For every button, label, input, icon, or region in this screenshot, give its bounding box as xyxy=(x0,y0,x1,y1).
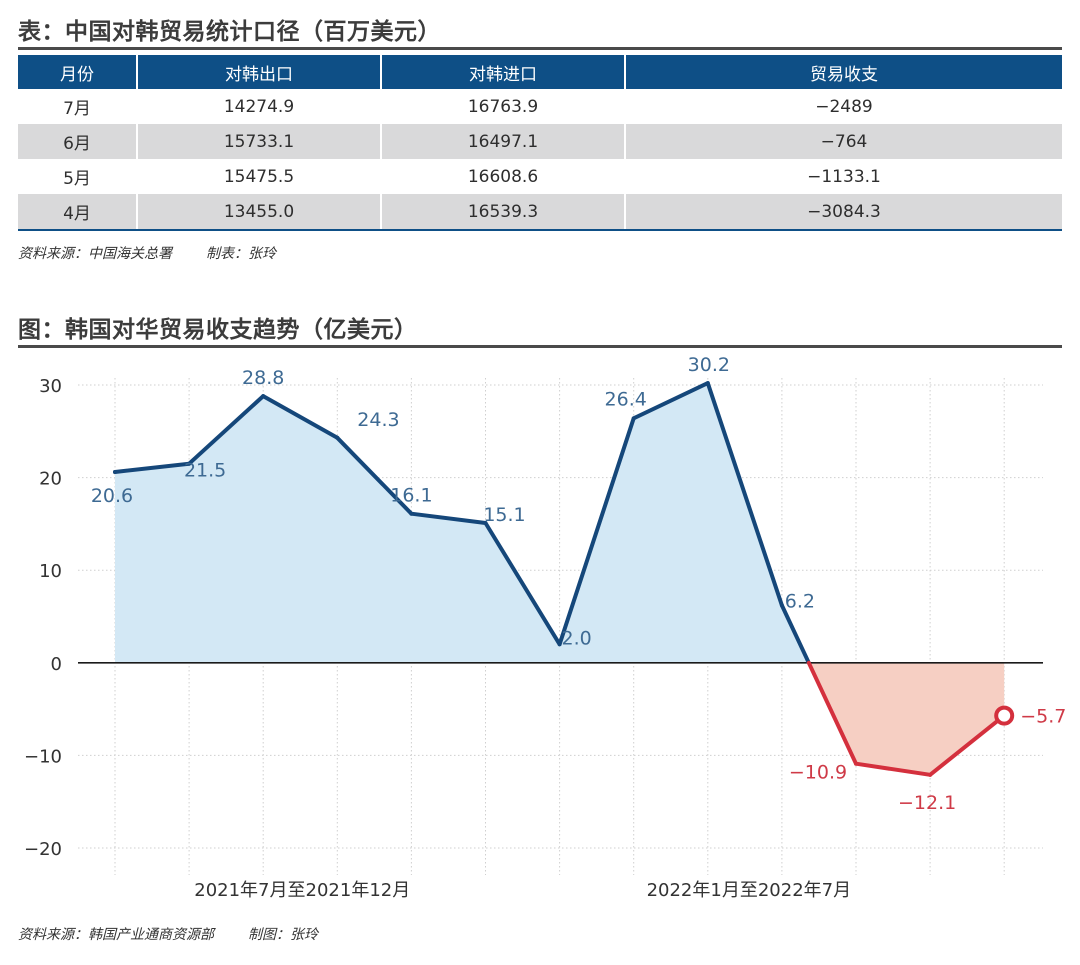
chart-source: 资料来源：韩国产业通商资源部 xyxy=(18,927,214,943)
data-label: 26.4 xyxy=(605,388,647,410)
data-point xyxy=(113,470,117,475)
cell-import: 16497.1 xyxy=(381,124,626,159)
data-point xyxy=(335,435,340,440)
table-row: 7月 14274.9 16763.9 −2489 xyxy=(18,89,1062,124)
cell-export: 15733.1 xyxy=(137,124,382,159)
data-point xyxy=(631,416,636,421)
data-point xyxy=(409,511,414,516)
data-point xyxy=(928,772,933,777)
deficit-line xyxy=(806,660,1007,777)
data-label: 16.1 xyxy=(390,485,432,507)
data-point xyxy=(557,642,562,647)
data-point xyxy=(779,603,784,608)
data-point xyxy=(483,520,488,525)
title-rule xyxy=(18,47,1062,50)
x-group-label: 2021年7月至2021年12月 xyxy=(194,880,410,901)
header-export: 对韩出口 xyxy=(137,55,382,89)
cell-balance: −1133.1 xyxy=(625,159,1062,194)
x-group-label: 2022年1月至2022年7月 xyxy=(647,880,852,901)
data-label: 20.6 xyxy=(91,485,133,507)
cell-import: 16608.6 xyxy=(381,159,626,194)
data-label: 15.1 xyxy=(483,504,525,526)
table-row: 6月 15733.1 16497.1 −764 xyxy=(18,124,1062,159)
table-source: 资料来源：中国海关总署 xyxy=(18,246,172,262)
end-point-marker xyxy=(994,705,1015,726)
y-tick-label: −20 xyxy=(24,839,62,860)
table-source-note: 资料来源：中国海关总署 制表：张玲 xyxy=(18,243,276,263)
cell-month: 5月 xyxy=(18,159,138,194)
header-import: 对韩进口 xyxy=(381,55,626,89)
y-tick-label: −10 xyxy=(24,746,62,767)
cell-balance: −2489 xyxy=(625,89,1062,124)
data-label: 28.8 xyxy=(242,367,284,389)
trade-balance-chart: 30 20 10 0 −10 −20 20.6 21.5 28.8 24.3 16.1 15.1 2.0… xyxy=(24,354,1066,901)
data-label: 30.2 xyxy=(688,354,730,376)
y-tick-label: 20 xyxy=(39,469,62,490)
y-tick-label: 0 xyxy=(51,654,62,675)
chart-maker: 制图：张玲 xyxy=(248,927,318,943)
surplus-area xyxy=(115,383,809,663)
cell-export: 13455.0 xyxy=(137,194,382,231)
table-title: 表：中国对韩贸易统计口径（百万美元） xyxy=(18,19,441,45)
table-maker: 制表：张玲 xyxy=(206,246,276,262)
data-label: −12.1 xyxy=(898,792,956,814)
cell-export: 15475.5 xyxy=(137,159,382,194)
data-label: 6.2 xyxy=(785,590,815,612)
cell-balance: −3084.3 xyxy=(625,194,1062,231)
y-tick-label: 10 xyxy=(39,561,62,582)
data-point xyxy=(261,394,266,399)
chart-title: 图：韩国对华贸易收支趋势（亿美元） xyxy=(18,317,418,343)
cell-month: 6月 xyxy=(18,124,138,159)
trade-table: 月份 对韩出口 对韩进口 贸易收支 7月 14274.9 16763.9 −24… xyxy=(18,55,1062,231)
data-label: 21.5 xyxy=(184,460,226,482)
title-rule xyxy=(18,345,1062,348)
cell-export: 14274.9 xyxy=(137,89,382,124)
cell-balance: −764 xyxy=(625,124,1062,159)
data-point xyxy=(854,761,858,766)
data-point xyxy=(187,461,192,466)
table-row: 5月 15475.5 16608.6 −1133.1 xyxy=(18,159,1062,194)
cell-import: 16539.3 xyxy=(381,194,626,231)
data-label: 24.3 xyxy=(357,409,399,431)
cell-month: 7月 xyxy=(18,89,138,124)
data-point xyxy=(705,381,710,386)
data-label: −5.7 xyxy=(1020,706,1066,728)
chart-source-note: 资料来源：韩国产业通商资源部 制图：张玲 xyxy=(18,924,318,944)
cell-import: 16763.9 xyxy=(381,89,626,124)
data-label: 2.0 xyxy=(561,627,591,649)
header-balance: 贸易收支 xyxy=(625,55,1062,89)
header-month: 月份 xyxy=(18,55,138,89)
y-tick-label: 30 xyxy=(39,376,62,397)
table-row: 4月 13455.0 16539.3 −3084.3 xyxy=(18,194,1062,231)
deficit-area xyxy=(808,662,1005,775)
data-label: −10.9 xyxy=(789,762,847,784)
table-header-row: 月份 对韩出口 对韩进口 贸易收支 xyxy=(18,55,1062,89)
cell-month: 4月 xyxy=(18,194,138,231)
